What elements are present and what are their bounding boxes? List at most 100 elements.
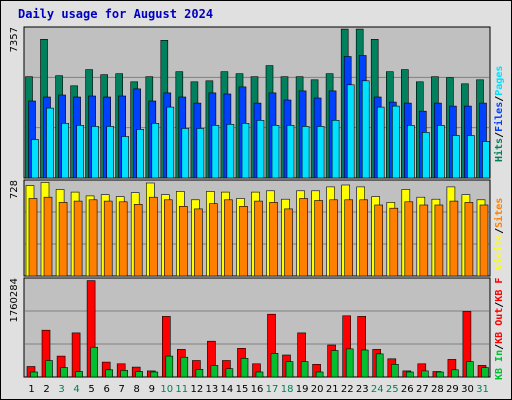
x-tick-label: 19 xyxy=(296,384,309,395)
bar-kb-in xyxy=(451,369,459,378)
bar-kb-in xyxy=(270,352,279,378)
bar-sites xyxy=(389,207,399,277)
legend-separator: / xyxy=(494,228,505,234)
bar-sites xyxy=(419,204,429,277)
bar-pages xyxy=(271,125,280,179)
legend-entry: Files xyxy=(493,102,505,132)
bar-pages xyxy=(151,123,160,179)
legend-entry: Visits xyxy=(493,234,505,270)
x-tick-label: 18 xyxy=(281,384,294,395)
bar-sites xyxy=(103,200,113,277)
x-tick-label: 9 xyxy=(149,384,155,395)
bar-pages xyxy=(31,139,39,179)
bar-kb-in xyxy=(180,356,189,378)
bar-pages xyxy=(241,123,250,179)
bar-sites xyxy=(239,206,248,277)
bar-sites xyxy=(434,204,444,277)
legend-visits-sites: Visits/Sites xyxy=(493,198,505,270)
bar-kb-in xyxy=(195,368,204,378)
x-tick-label: 21 xyxy=(326,384,339,395)
bar-pages xyxy=(211,125,220,179)
bar-pages xyxy=(46,107,54,179)
bar-kb-in xyxy=(135,371,143,378)
x-tick-label: 13 xyxy=(206,384,219,395)
bar-kb-in xyxy=(375,353,384,378)
bar-pages xyxy=(286,125,295,179)
bar-pages xyxy=(256,120,265,179)
x-tick-label: 10 xyxy=(160,384,173,395)
bar-kb-in xyxy=(300,361,309,378)
x-tick-label: 1 xyxy=(28,384,34,395)
bar-kb-in xyxy=(75,371,83,378)
bar-kb-out xyxy=(71,332,81,378)
bar-pages xyxy=(316,126,325,179)
bar-pages xyxy=(437,125,445,179)
y-axis-max-label-2: 728 xyxy=(9,180,20,199)
legend-separator: / xyxy=(494,302,505,308)
bar-kb-in xyxy=(165,355,174,378)
bar-pages xyxy=(91,126,99,179)
x-tick-label: 2 xyxy=(43,384,49,395)
legend-entry: KB F xyxy=(494,278,505,302)
bar-pages xyxy=(331,120,340,179)
bar-kb-in xyxy=(360,349,369,378)
bar-pages xyxy=(61,123,69,179)
x-tick-label: 14 xyxy=(221,384,234,395)
bar-sites xyxy=(133,204,143,277)
bar-pages xyxy=(361,80,370,179)
x-tick-label: 31 xyxy=(476,384,489,395)
x-tick-label: 25 xyxy=(386,384,399,395)
legend-entry: Hits xyxy=(493,138,505,162)
x-tick-label: 30 xyxy=(461,384,474,395)
x-tick-label: 20 xyxy=(311,384,324,395)
x-tick-label: 24 xyxy=(371,384,384,395)
bar-sites xyxy=(464,202,474,277)
bar-kb-in xyxy=(120,370,128,378)
bar-sites xyxy=(284,208,293,277)
legend-entry: Sites xyxy=(493,198,505,228)
bar-sites xyxy=(88,199,98,277)
x-tick-label: 16 xyxy=(251,384,264,395)
bar-pages xyxy=(421,132,430,179)
x-tick-label: 22 xyxy=(341,384,354,395)
bar-pages xyxy=(376,106,385,179)
bar-sites xyxy=(164,199,173,277)
legend-entry: Pages xyxy=(494,66,505,96)
bar-sites xyxy=(194,208,203,277)
bar-kb-in xyxy=(105,369,113,378)
bar-sites xyxy=(118,201,128,277)
bar-sites xyxy=(209,203,218,277)
x-tick-label: 26 xyxy=(401,384,414,395)
bar-sites xyxy=(224,199,233,277)
bar-pages xyxy=(136,129,144,179)
bar-kb-in xyxy=(330,350,339,378)
bar-kb-in xyxy=(210,365,219,378)
bar-kb-in xyxy=(405,371,414,378)
bar-sites xyxy=(58,202,68,277)
chart-title: Daily usage for August 2024 xyxy=(18,7,214,21)
bar-sites xyxy=(479,204,489,277)
bar-sites xyxy=(314,200,323,277)
bar-kb-in xyxy=(90,346,98,378)
legend-entry: KB In xyxy=(494,350,505,380)
bar-kb-in xyxy=(150,371,159,378)
x-tick-label: 7 xyxy=(119,384,125,395)
bar-pages xyxy=(166,106,175,179)
bar-sites xyxy=(149,196,158,277)
bar-pages xyxy=(181,128,190,179)
bar-sites xyxy=(299,198,308,277)
bar-kb-in xyxy=(45,360,53,378)
x-tick-label: 15 xyxy=(236,384,249,395)
bar-kb-in xyxy=(315,371,324,378)
x-tick-label: 27 xyxy=(416,384,429,395)
bar-kb-in xyxy=(285,361,294,378)
x-tick-label: 6 xyxy=(104,384,110,395)
bar-pages xyxy=(391,105,400,179)
bar-sites xyxy=(254,200,263,277)
bar-kb-in xyxy=(481,367,489,378)
bar-kb-in xyxy=(255,371,264,378)
x-tick-label: 4 xyxy=(73,384,79,395)
x-tick-label: 11 xyxy=(175,384,188,395)
bar-pages xyxy=(301,126,310,179)
